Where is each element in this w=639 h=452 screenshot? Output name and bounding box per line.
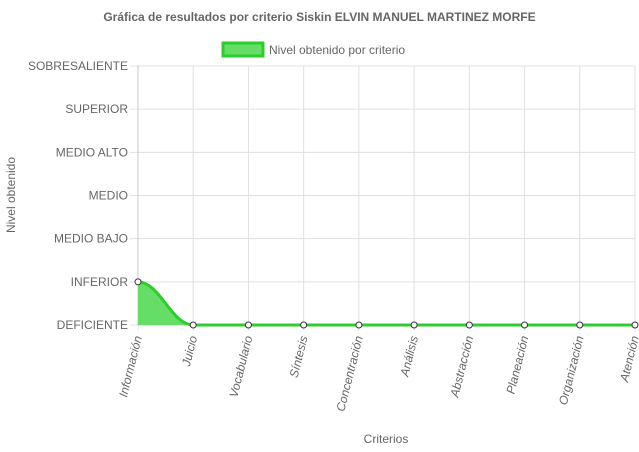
x-tick-label: Juicio	[179, 334, 200, 368]
x-axis-label: Criterios	[364, 432, 409, 446]
y-tick-label: MEDIO ALTO	[56, 145, 128, 159]
data-point[interactable]	[576, 321, 584, 329]
x-tick-label: Organización	[556, 334, 587, 406]
data-point[interactable]	[631, 321, 639, 329]
series-layer	[134, 278, 639, 329]
chart-title: Gráfica de resultados por criterio Siski…	[103, 10, 535, 24]
y-tick-label: INFERIOR	[71, 275, 129, 289]
y-tick-label: SOBRESALIENTE	[28, 59, 128, 73]
data-point[interactable]	[189, 321, 197, 329]
y-tick-label: SUPERIOR	[65, 102, 128, 116]
data-point[interactable]	[355, 321, 363, 329]
y-tick-label: MEDIO	[89, 189, 128, 203]
data-point[interactable]	[300, 321, 308, 329]
x-tick-label: Abstracción	[447, 334, 476, 400]
data-point[interactable]	[521, 321, 529, 329]
data-point[interactable]	[134, 278, 142, 286]
data-point[interactable]	[244, 321, 252, 329]
legend[interactable]: Nivel obtenido por criterio	[221, 41, 405, 58]
x-tick-label: Análisis	[397, 334, 421, 378]
series-area	[138, 281, 635, 325]
x-tick-label: Concentración	[333, 334, 365, 413]
legend-swatch	[221, 41, 265, 58]
data-point[interactable]	[465, 321, 473, 329]
x-tick-label: Planeación	[504, 334, 532, 395]
x-tick-label: Vocabulario	[227, 334, 256, 399]
legend-label: Nivel obtenido por criterio	[269, 43, 405, 57]
y-tick-label: MEDIO BAJO	[54, 232, 128, 246]
data-point[interactable]	[410, 321, 418, 329]
x-axis-ticks: Información Juicio Vocabulario Síntesis Conc…	[116, 334, 639, 413]
y-axis-label: Nivel obtenido	[4, 157, 18, 233]
y-tick-label: DEFICIENTE	[57, 318, 128, 332]
x-tick-label: Atención	[617, 334, 639, 384]
grid	[130, 65, 636, 331]
series-line	[137, 280, 635, 327]
x-tick-label: Síntesis	[287, 334, 311, 379]
x-tick-label: Información	[116, 334, 145, 399]
y-axis-ticks: DEFICIENTE INFERIOR MEDIO BAJO MEDIO MEDIO A…	[28, 59, 128, 332]
